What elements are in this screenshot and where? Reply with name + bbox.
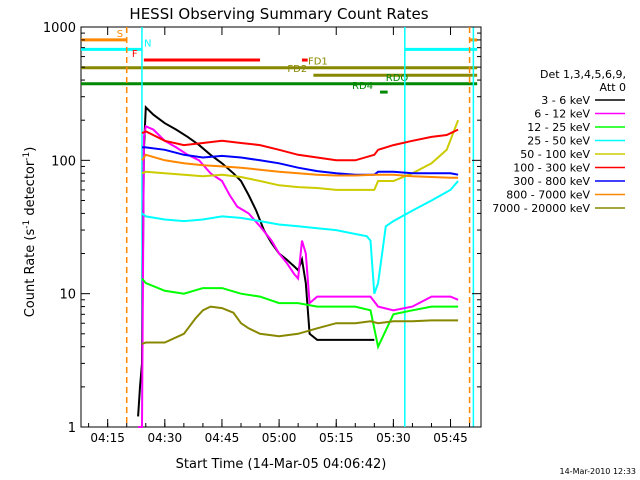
x-tick-label: 04:30 [148,431,183,445]
flag-label: F [132,49,138,60]
series-line [141,153,459,179]
series-line [142,146,459,176]
plot-frame [80,26,482,428]
chart-title: HESSI Observing Summary Count Rates [129,5,428,23]
y-tick-label: 100 [51,154,76,169]
y-tick-label: 1000 [43,21,76,36]
x-tick-label: 05:30 [376,431,411,445]
legend-entry-label: 25 - 50 keV [527,135,590,148]
x-tick-label: 04:15 [90,431,125,445]
legend-entry-label: 6 - 12 keV [534,108,590,121]
series-line [141,128,459,162]
series-line [138,124,459,428]
flag-label: S [117,29,123,40]
x-axis-label: Start Time (14-Mar-05 04:06:42) [176,457,387,472]
series-line [141,277,459,350]
x-tick-label: 05:45 [433,431,468,445]
x-tick-label: 05:00 [262,431,297,445]
y-axis-ticks: 1 10 100 1000 [43,21,481,436]
series-lines [137,105,460,428]
legend-entry-label: 300 - 800 keV [513,175,590,188]
flag-label: FD2 [287,64,307,75]
flag-label: RD4 [352,81,373,92]
footer-timestamp: 14-Mar-2010 12:33 [560,467,637,476]
y-tick-label: 1 [68,421,76,436]
series-line [141,119,460,191]
legend-header-1: Det 1,3,4,5,6,9, [540,68,626,81]
y-axis-label: Count Rate (s-1 detector-1) [22,147,38,318]
y-tick-label: 10 [59,288,76,303]
flag-label: N [144,38,151,49]
legend-entry-label: 3 - 6 keV [541,94,590,107]
x-axis-ticks: 04:15 04:30 04:45 05:00 05:15 05:30 05:45 [88,27,471,445]
x-tick-label: 05:15 [319,431,354,445]
flag-label: RDO [386,73,409,84]
x-tick-label: 04:45 [205,431,240,445]
series-line [141,305,459,345]
legend-entry-label: 50 - 100 keV [520,148,590,161]
legend-entry-label: 800 - 7000 keV [506,189,590,202]
legend-entry-label: 12 - 25 keV [527,121,590,134]
legend-entry-label: 7000 - 20000 keV [492,202,590,215]
legend-header-2: Att 0 [600,81,626,94]
series-line [137,105,375,417]
series-line [141,180,459,295]
flag-label: FD1 [308,57,328,68]
legend-entry-label: 100 - 300 keV [513,162,590,175]
